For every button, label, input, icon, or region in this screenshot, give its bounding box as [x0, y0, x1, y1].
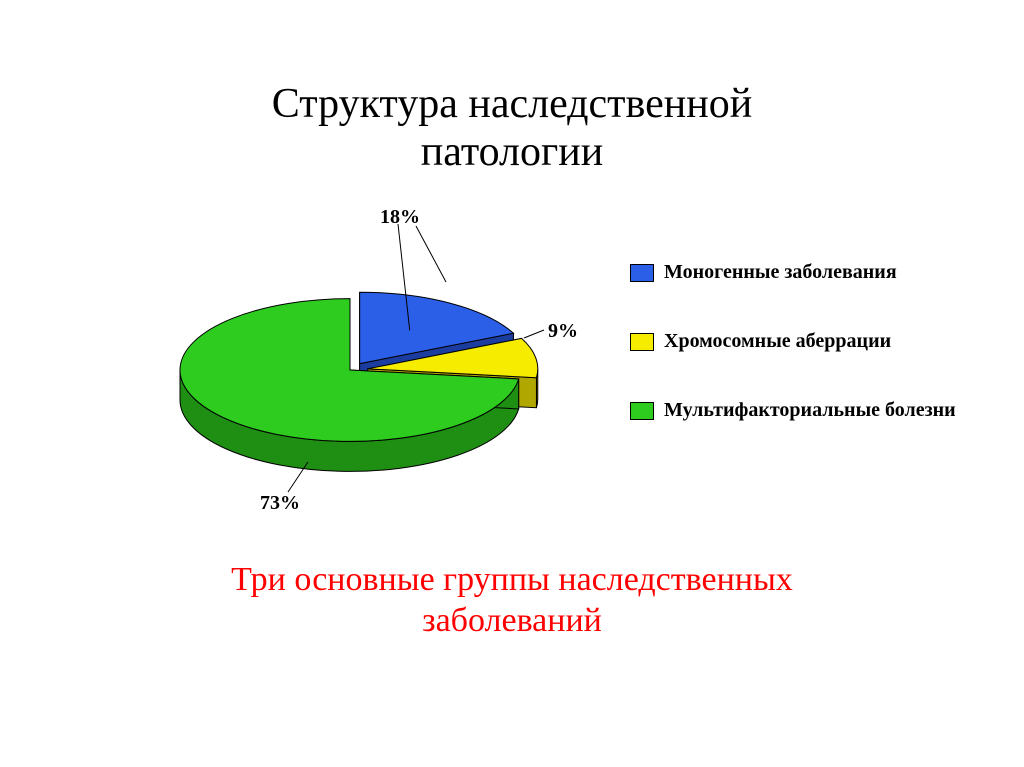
- pie-chart: 18% 9% 73%: [120, 210, 580, 510]
- data-label-2: 73%: [260, 492, 300, 515]
- legend: Моногенные заболевания Хромосомные аберр…: [630, 260, 990, 467]
- legend-swatch-1: [630, 333, 654, 351]
- data-label-1: 9%: [548, 320, 578, 343]
- slide: Структура наследственнойпатологии 18% 9%…: [0, 0, 1024, 767]
- slide-title: Структура наследственнойпатологии: [0, 80, 1024, 177]
- legend-label-1: Хромосомные аберрации: [664, 329, 891, 354]
- legend-label-0: Моногенные заболевания: [664, 260, 897, 285]
- legend-item-0: Моногенные заболевания: [630, 260, 990, 285]
- legend-label-2: Мультифакториальные болезни: [664, 398, 956, 423]
- data-label-0: 18%: [380, 206, 420, 229]
- slide-subtitle: Три основные группы наследственныхзаболе…: [0, 560, 1024, 642]
- title-line1: Структура наследственнойпатологии: [272, 81, 752, 175]
- legend-swatch-2: [630, 402, 654, 420]
- legend-swatch-0: [630, 264, 654, 282]
- legend-item-2: Мультифакториальные болезни: [630, 398, 990, 423]
- subtitle-text: Три основные группы наследственныхзаболе…: [231, 561, 793, 639]
- legend-item-1: Хромосомные аберрации: [630, 329, 990, 354]
